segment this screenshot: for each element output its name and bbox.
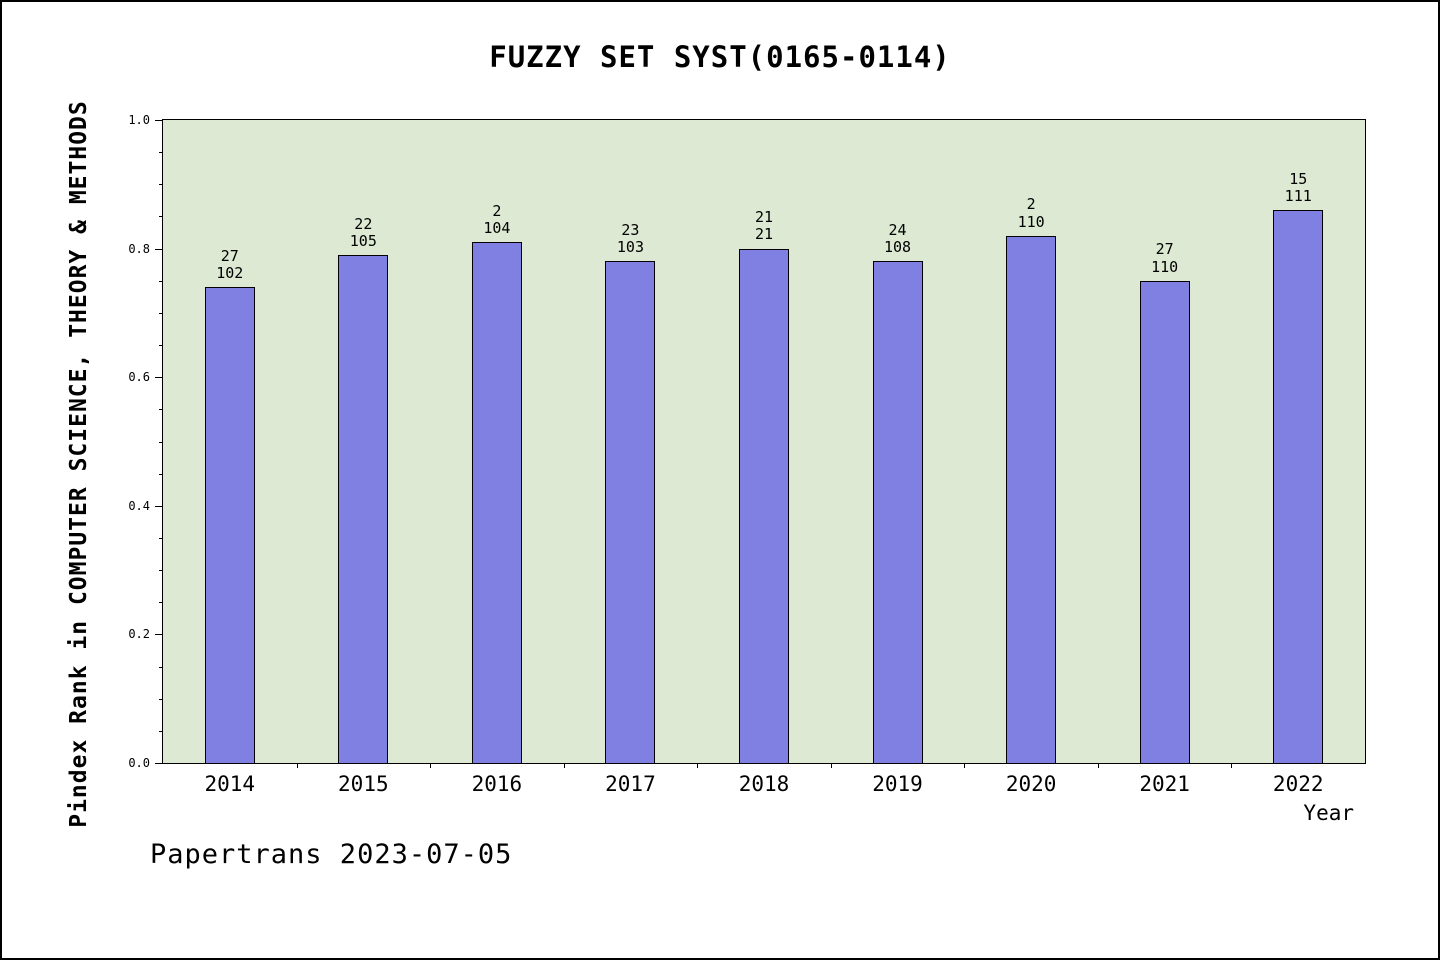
bar-label-top: 21 bbox=[754, 208, 774, 227]
x-tick-label-2020: 2020 bbox=[1005, 772, 1057, 796]
y-minor-tick-mark bbox=[159, 537, 163, 539]
bar-2022 bbox=[1273, 210, 1324, 763]
bar-value-label-2021: 27 110 bbox=[1151, 240, 1179, 276]
y-minor-tick-mark bbox=[159, 473, 163, 475]
bar-label-bottom: 108 bbox=[884, 238, 912, 257]
footer-watermark: Papertrans 2023-07-05 bbox=[150, 839, 513, 870]
y-tick-label: 1.0 bbox=[128, 113, 150, 127]
bar-value-label-2016: 2 104 bbox=[483, 201, 511, 238]
y-tick-mark bbox=[155, 248, 163, 250]
y-tick-label: 0.8 bbox=[128, 241, 150, 256]
y-minor-tick-mark bbox=[159, 152, 163, 154]
y-tick-mark bbox=[155, 377, 163, 379]
bar-label-bottom: 105 bbox=[349, 231, 377, 250]
y-minor-tick-mark bbox=[159, 312, 163, 314]
y-tick-label: 0.0 bbox=[128, 756, 150, 770]
y-tick-mark bbox=[155, 505, 163, 507]
x-tick-label-2018: 2018 bbox=[738, 772, 790, 796]
bar-value-label-2014: 27 102 bbox=[216, 246, 244, 283]
plot-area: 0.0 0.2 0.4 0.6 0.8 1.0 27 102 2014 22 105 2015 2 104… bbox=[128, 113, 1366, 796]
bar-value-label-2022: 15 111 bbox=[1284, 169, 1312, 206]
x-minor-tick-mark bbox=[964, 763, 966, 768]
y-minor-tick-mark bbox=[159, 345, 163, 347]
x-minor-tick-mark bbox=[296, 763, 298, 768]
y-tick-mark bbox=[155, 763, 163, 764]
y-minor-tick-mark bbox=[159, 730, 163, 732]
bar-2020 bbox=[1006, 235, 1057, 763]
bar-value-label-2018: 21 21 bbox=[754, 208, 774, 244]
bar-2021 bbox=[1139, 280, 1190, 763]
x-tick-label-2016: 2016 bbox=[471, 772, 523, 796]
y-axis-title: Pindex Rank in COMPUTER SCIENCE, THEORY … bbox=[66, 100, 92, 828]
bar-2018 bbox=[739, 248, 789, 763]
y-minor-tick-mark bbox=[159, 602, 163, 604]
bar-label-top: 24 bbox=[888, 220, 907, 239]
bar-2017 bbox=[605, 261, 656, 763]
bar-label-bottom: 104 bbox=[483, 218, 511, 237]
bar-label-top: 23 bbox=[621, 220, 640, 239]
y-tick-label: 0.2 bbox=[128, 627, 150, 642]
y-tick-mark bbox=[155, 120, 163, 121]
x-axis-title: Year bbox=[1303, 801, 1354, 825]
bar-label-top: 2 bbox=[492, 201, 502, 220]
x-tick-label-2014: 2014 bbox=[204, 772, 256, 796]
x-tick-label-2019: 2019 bbox=[872, 772, 923, 796]
x-tick-label-2021: 2021 bbox=[1139, 772, 1190, 796]
x-tick-label-2015: 2015 bbox=[338, 772, 389, 796]
x-tick-label-2022: 2022 bbox=[1272, 772, 1324, 796]
y-minor-tick-mark bbox=[159, 441, 163, 443]
x-minor-tick-mark bbox=[1097, 763, 1099, 768]
chart-title: FUZZY SET SYST(0165-0114) bbox=[489, 40, 951, 74]
bar-label-bottom: 110 bbox=[1151, 257, 1179, 276]
y-minor-tick-mark bbox=[159, 280, 163, 282]
bar-label-bottom: 21 bbox=[754, 225, 774, 244]
y-tick-mark bbox=[155, 634, 163, 636]
x-minor-tick-mark bbox=[563, 763, 565, 768]
bar-label-bottom: 102 bbox=[216, 263, 244, 282]
bar-label-top: 27 bbox=[1155, 240, 1174, 259]
bar-2015 bbox=[338, 255, 389, 763]
bar-value-label-2019: 24 108 bbox=[884, 220, 912, 257]
bar-2019 bbox=[872, 261, 923, 763]
bar-label-bottom: 111 bbox=[1284, 186, 1312, 205]
bar-label-top: 27 bbox=[220, 246, 239, 265]
y-tick-label: 0.6 bbox=[128, 370, 150, 385]
bar-value-label-2015: 22 105 bbox=[349, 214, 377, 251]
x-minor-tick-mark bbox=[1231, 763, 1233, 768]
bar-2014 bbox=[204, 287, 255, 763]
y-minor-tick-mark bbox=[159, 184, 163, 186]
bar-2016 bbox=[471, 242, 522, 763]
bar-label-top: 2 bbox=[1026, 195, 1036, 214]
x-tick-label-2017: 2017 bbox=[605, 772, 656, 796]
bar-label-top: 15 bbox=[1289, 169, 1308, 188]
bar-label-bottom: 110 bbox=[1017, 212, 1045, 231]
y-tick-label: 0.4 bbox=[128, 498, 150, 513]
y-minor-tick-mark bbox=[159, 698, 163, 700]
bar-label-bottom: 103 bbox=[616, 238, 644, 257]
bar-value-label-2017: 23 103 bbox=[616, 220, 644, 257]
y-minor-tick-mark bbox=[159, 216, 163, 218]
y-minor-tick-mark bbox=[159, 409, 163, 411]
x-minor-tick-mark bbox=[430, 763, 432, 768]
x-minor-tick-mark bbox=[697, 763, 699, 768]
bar-label-top: 22 bbox=[354, 214, 373, 233]
y-minor-tick-mark bbox=[159, 666, 163, 668]
x-minor-tick-mark bbox=[830, 763, 832, 768]
bar-value-label-2020: 2 110 bbox=[1017, 195, 1045, 231]
y-minor-tick-mark bbox=[159, 570, 163, 572]
